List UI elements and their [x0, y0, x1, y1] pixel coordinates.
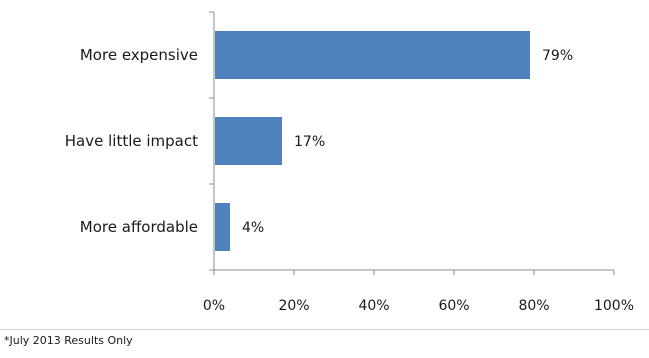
bar-chart: More expensive 79% Have little impact 17% Mo…: [65, 11, 634, 314]
category-label-1: Have little impact: [65, 132, 198, 150]
x-tick-label-5: 100%: [594, 298, 634, 314]
labels-group: More expensive 79% Have little impact 17% Mo…: [65, 46, 634, 314]
data-label-2: 4%: [242, 220, 264, 236]
x-tick-label-1: 20%: [278, 298, 309, 314]
axes-group: [209, 11, 615, 275]
x-tick-label-0: 0%: [203, 298, 225, 314]
footnote-divider: [0, 329, 649, 330]
x-tick-label-3: 60%: [438, 298, 469, 314]
bars-group: [215, 31, 530, 251]
bar-0: [215, 31, 530, 79]
bar-2: [215, 203, 230, 251]
category-label-2: More affordable: [80, 218, 198, 236]
x-tick-label-4: 80%: [518, 298, 549, 314]
data-label-0: 79%: [542, 48, 573, 64]
bar-1: [215, 117, 282, 165]
x-tick-label-2: 40%: [358, 298, 389, 314]
data-label-1: 17%: [294, 134, 325, 150]
category-label-0: More expensive: [80, 46, 198, 64]
footnote: *July 2013 Results Only: [4, 334, 133, 347]
